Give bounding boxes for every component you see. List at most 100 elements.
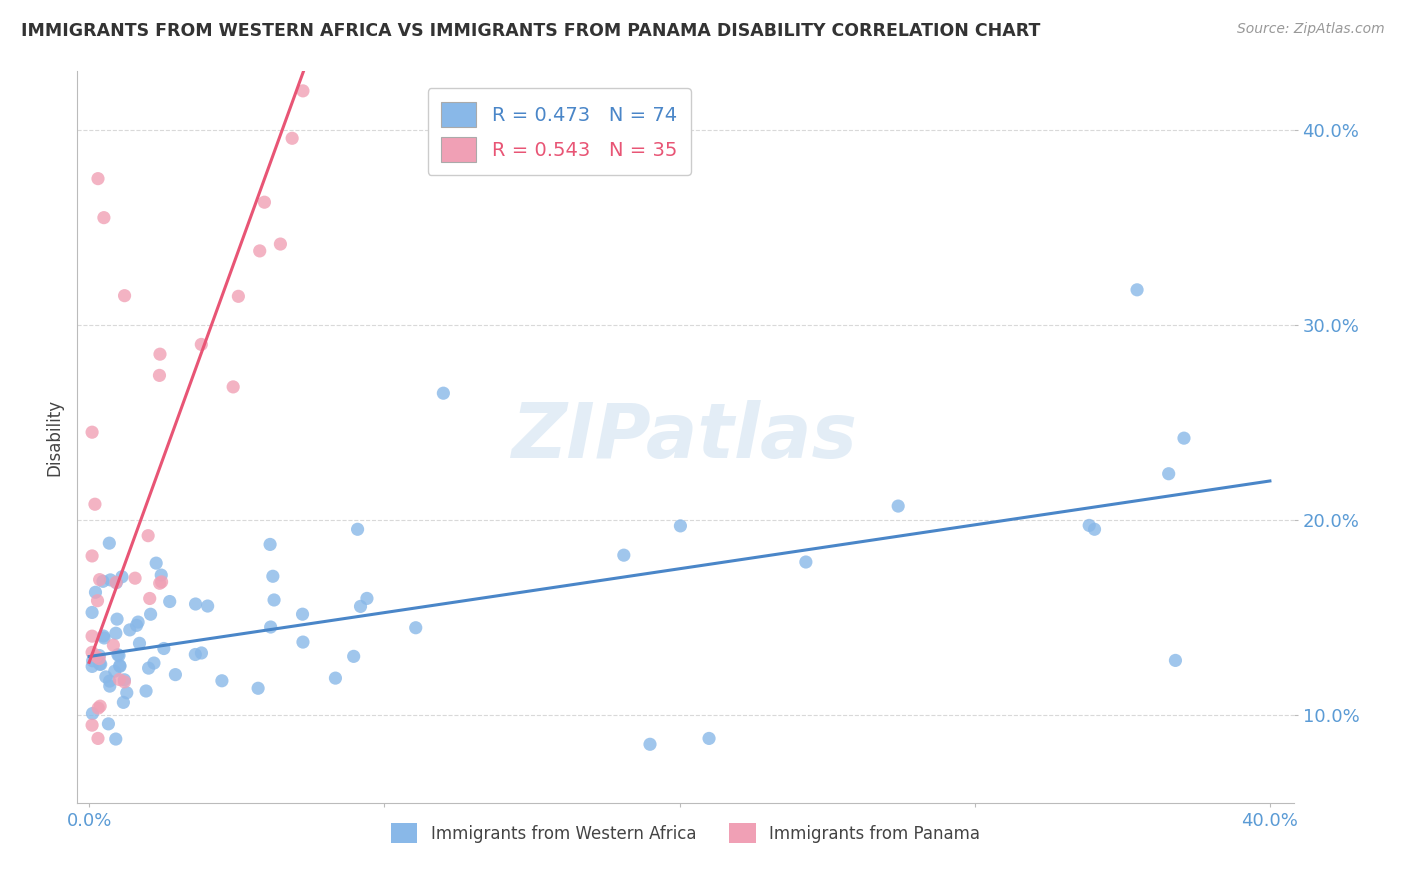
Point	[184, 597, 207, 611]
Point	[80, 606, 103, 620]
Point	[105, 575, 128, 590]
Point	[190, 337, 212, 351]
Point	[281, 131, 304, 145]
Point	[108, 648, 131, 663]
Point	[1164, 653, 1187, 667]
Text: ZIPatlas: ZIPatlas	[512, 401, 859, 474]
Point	[149, 576, 172, 591]
Point	[259, 537, 281, 551]
Point	[89, 651, 111, 665]
Point	[125, 618, 148, 632]
Point	[112, 695, 135, 709]
Point	[89, 699, 111, 714]
Point	[91, 574, 114, 589]
Point	[291, 635, 314, 649]
Text: Source: ZipAtlas.com: Source: ZipAtlas.com	[1237, 22, 1385, 37]
Point	[105, 575, 128, 590]
Text: IMMIGRANTS FROM WESTERN AFRICA VS IMMIGRANTS FROM PANAMA DISABILITY CORRELATION : IMMIGRANTS FROM WESTERN AFRICA VS IMMIGR…	[21, 22, 1040, 40]
Point	[249, 244, 271, 258]
Point	[222, 380, 245, 394]
Point	[93, 211, 115, 225]
Point	[89, 657, 111, 672]
Point	[111, 570, 134, 584]
Point	[86, 593, 108, 607]
Point	[112, 674, 135, 689]
Point	[112, 673, 135, 687]
Point	[159, 594, 181, 608]
Point	[263, 593, 285, 607]
Point	[1157, 467, 1180, 481]
Point	[148, 368, 170, 383]
Point	[80, 718, 103, 732]
Point	[104, 664, 127, 678]
Point	[124, 571, 146, 585]
Point	[262, 569, 284, 583]
Point	[80, 629, 103, 643]
Point	[139, 607, 162, 622]
Point	[127, 615, 149, 629]
Point	[93, 631, 115, 645]
Point	[253, 195, 276, 210]
Point	[98, 674, 121, 689]
Point	[142, 656, 165, 670]
Point	[405, 621, 427, 635]
Point	[638, 737, 661, 751]
Point	[115, 686, 138, 700]
Point	[343, 649, 366, 664]
Point	[80, 645, 103, 659]
Point	[107, 648, 129, 662]
Point	[346, 522, 368, 536]
Point	[1083, 522, 1105, 536]
Point	[135, 684, 157, 698]
Point	[80, 425, 103, 440]
Point	[138, 591, 160, 606]
Point	[613, 548, 636, 562]
Point	[669, 519, 692, 533]
Point	[149, 347, 172, 361]
Point	[1173, 431, 1195, 445]
Point	[1078, 518, 1101, 533]
Point	[93, 629, 115, 643]
Point	[108, 659, 131, 673]
Point	[104, 626, 127, 640]
Point	[82, 654, 104, 668]
Point	[269, 237, 291, 252]
Point	[150, 568, 173, 582]
Point	[82, 659, 104, 673]
Point	[108, 658, 131, 673]
Point	[1126, 283, 1149, 297]
Point	[104, 732, 127, 747]
Legend: Immigrants from Western Africa, Immigrants from Panama: Immigrants from Western Africa, Immigran…	[384, 817, 987, 849]
Point	[197, 599, 219, 613]
Point	[90, 657, 112, 672]
Point	[128, 636, 150, 650]
Point	[291, 84, 314, 98]
Point	[190, 646, 212, 660]
Point	[118, 623, 141, 637]
Point	[89, 648, 111, 663]
Point	[105, 612, 128, 626]
Point	[794, 555, 817, 569]
Point	[432, 386, 454, 401]
Point	[89, 573, 111, 587]
Point	[136, 529, 159, 543]
Point	[98, 536, 121, 550]
Point	[84, 649, 107, 664]
Point	[100, 573, 122, 587]
Point	[184, 648, 207, 662]
Point	[356, 591, 378, 606]
Point	[228, 289, 250, 303]
Point	[349, 599, 371, 614]
Point	[114, 288, 136, 302]
Point	[211, 673, 233, 688]
Point	[97, 717, 120, 731]
Point	[103, 638, 125, 652]
Point	[138, 661, 160, 675]
Point	[697, 731, 720, 746]
Point	[84, 585, 107, 599]
Point	[84, 497, 107, 511]
Point	[94, 670, 117, 684]
Point	[247, 681, 270, 696]
Point	[87, 731, 110, 746]
Point	[887, 499, 910, 513]
